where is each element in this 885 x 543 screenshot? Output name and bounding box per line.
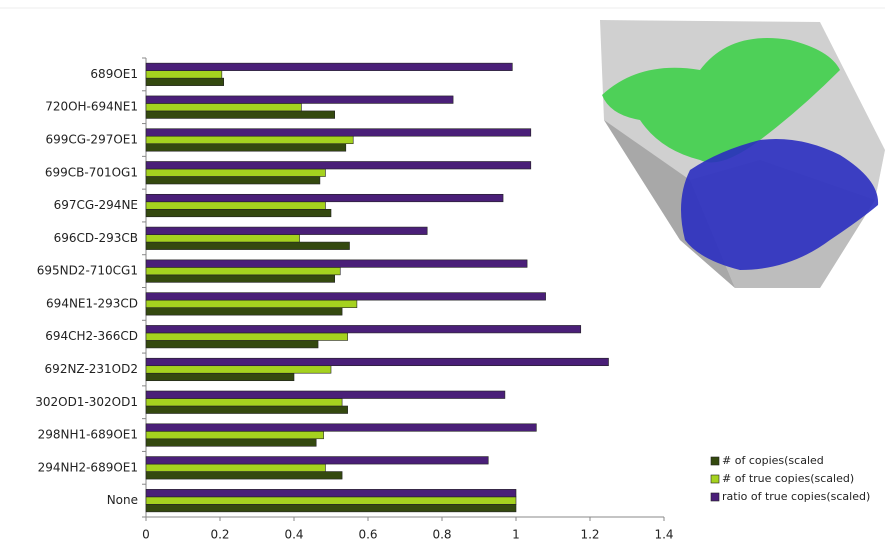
bar [145,161,532,170]
legend-label: # of true copies(scaled) [722,472,854,485]
bar [145,274,335,283]
bar [145,430,324,440]
y-tick-label: 298NH1-689OE1 [38,428,138,442]
bar [145,267,341,276]
bar [145,390,506,399]
bar [145,208,332,218]
bar [145,128,532,137]
bar [145,292,546,301]
bar [145,372,295,382]
bar [145,325,582,334]
bar [145,62,513,71]
x-tick-label: 0.4 [284,528,303,542]
y-tick-label: 695ND2-710CG1 [37,264,138,278]
bar [145,423,537,432]
structure-inset [594,18,885,290]
y-tick-label: 720OH-694NE1 [45,100,138,114]
bar [145,456,489,465]
bar [145,496,517,505]
plot-area: 0 0.2 0.4 0.6 0.8 1 1.2 1.4 689OE1 720OH-694NE1 69… [35,57,870,542]
x-tick-label: 0 [142,528,150,542]
y-tick-label: 689OE1 [90,67,138,81]
bar [145,405,348,414]
bar [145,176,321,185]
bar [145,299,358,308]
x-tick-label: 0.6 [358,528,377,542]
y-tick-label: 696CD-293CB [54,231,138,245]
x-tick-label: 1.2 [580,528,599,542]
bar [145,357,609,367]
x-tick-label: 0.2 [210,528,229,542]
inset-green-chain [602,38,840,163]
bar [145,70,223,79]
y-tick-label: 692NZ-231OD2 [45,362,138,376]
legend-swatch [710,456,720,466]
legend-swatch [710,474,720,484]
bar [145,77,224,86]
x-tick-label: 1.4 [654,528,673,542]
bar [145,193,504,203]
bar [145,168,326,177]
bar [145,143,347,152]
bar [145,504,517,513]
legend-label: # of copies(scaled [722,454,824,467]
y-tick-label: None [107,493,138,507]
inset-blue-chain [681,139,879,270]
bar [145,471,343,480]
bar [145,489,517,498]
bar [145,110,335,119]
x-tick-label: 0.8 [432,528,451,542]
bar [145,398,343,407]
bar [145,226,428,235]
legend-label: ratio of true copies(scaled) [722,490,870,503]
y-tick-label: 697CG-294NE [54,198,138,212]
bar [145,103,302,112]
bar [145,135,354,145]
bar [145,259,528,268]
y-tick-label: 302OD1-302OD1 [35,395,138,409]
legend-swatch [710,492,720,502]
bar [145,201,326,210]
x-tick-label: 1 [512,528,520,542]
bar [145,340,319,349]
bar [145,241,350,250]
bar [145,307,343,316]
bar [145,234,300,243]
bar [145,332,348,341]
y-tick-label: 294NH2-689OE1 [38,460,138,474]
bar [145,95,454,104]
y-tick-label: 699CG-297OE1 [46,132,138,146]
bar [145,463,326,472]
y-tick-label: 694CH2-366CD [45,329,138,343]
y-tick-label: 694NE1-293CD [46,296,138,310]
y-tick-label: 699CB-701OG1 [45,165,138,179]
bar [145,365,332,374]
bar [145,438,317,447]
